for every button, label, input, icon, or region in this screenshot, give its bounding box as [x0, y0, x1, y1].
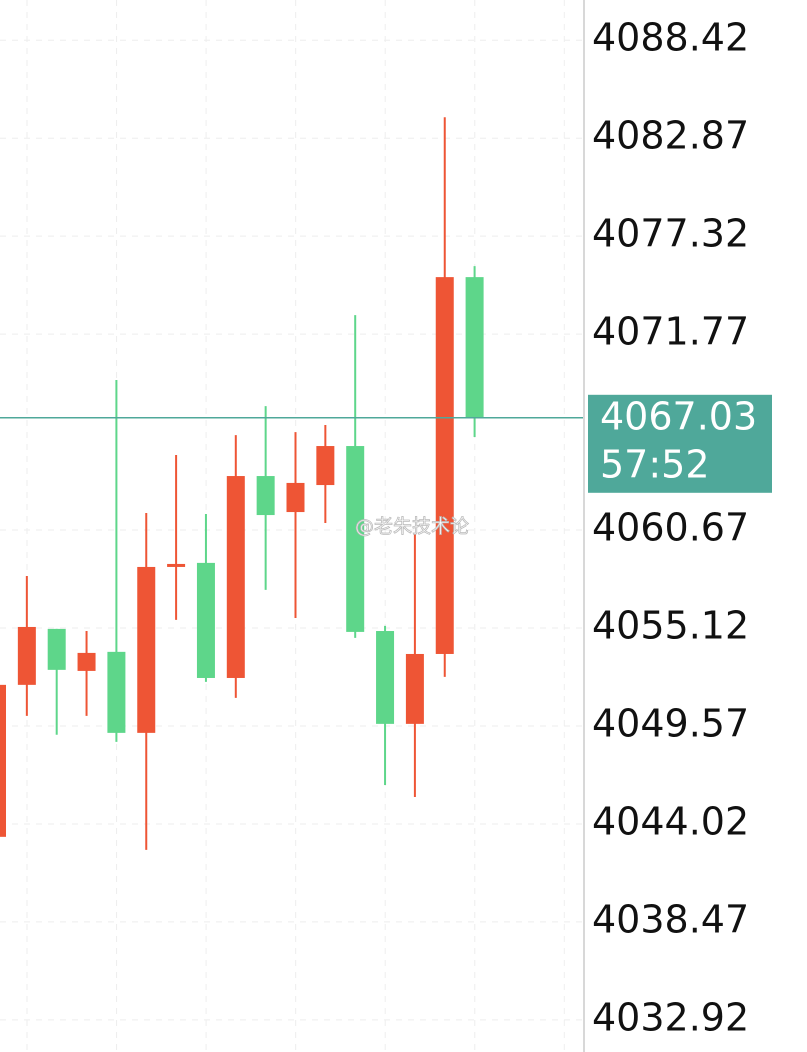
candle-body [256, 476, 275, 516]
y-tick-label: 4038.47 [592, 897, 749, 941]
last-price-box [588, 394, 772, 493]
y-tick-label: 4077.32 [592, 212, 749, 256]
candle-body [405, 653, 424, 724]
candle-body [465, 277, 484, 418]
y-tick-label: 4071.77 [592, 310, 749, 354]
countdown-label: 57:52 [600, 442, 710, 486]
y-tick-label: 4049.57 [592, 701, 749, 745]
candle-body [286, 482, 305, 513]
y-tick-label: 4060.67 [592, 506, 749, 550]
y-tick-label: 4044.02 [592, 799, 749, 843]
candle-body [0, 684, 6, 837]
y-tick-label: 4032.92 [592, 995, 749, 1039]
candle-body [435, 277, 454, 654]
candle-body [137, 566, 156, 733]
candle-body [196, 562, 215, 678]
y-tick-label: 4088.42 [592, 16, 749, 60]
candle-body [316, 446, 335, 486]
candle-body [17, 626, 36, 685]
last-price-label: 4067.03 [600, 394, 757, 438]
y-tick-label: 4055.12 [592, 604, 749, 648]
candle-body [376, 631, 395, 724]
candle-body [346, 446, 365, 632]
watermark: @老朱技术论 [355, 516, 469, 538]
candle-body [226, 476, 245, 678]
candle-body [107, 651, 126, 733]
candle-body [167, 563, 186, 567]
candle-body [47, 628, 66, 670]
y-tick-label: 4082.87 [592, 114, 749, 158]
candle-body [77, 652, 96, 671]
